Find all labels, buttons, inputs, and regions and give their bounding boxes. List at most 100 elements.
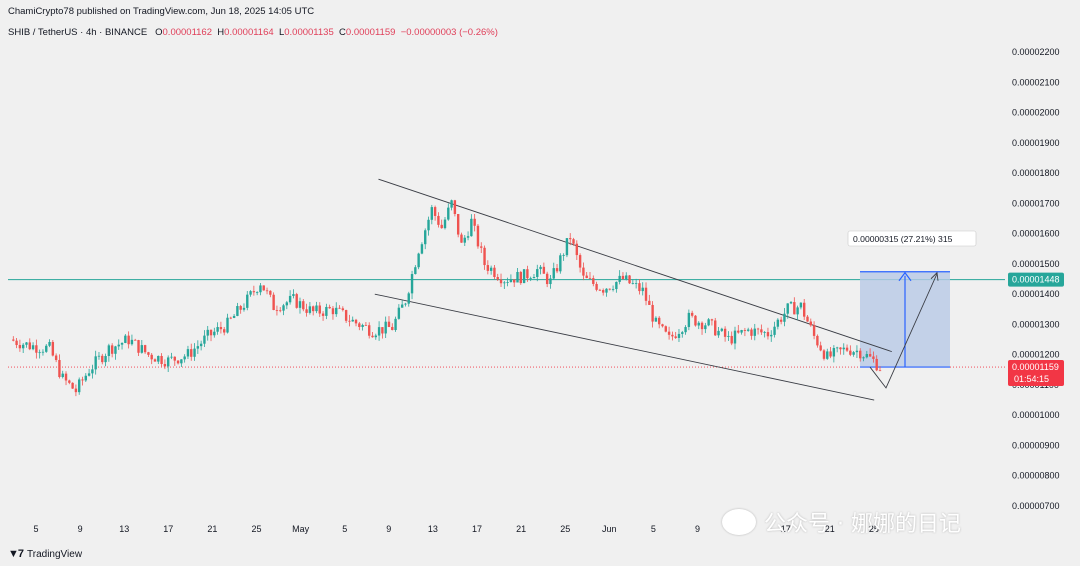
candle-body — [430, 207, 434, 220]
candle-body — [275, 310, 279, 311]
x-tick-label: 25 — [869, 524, 879, 534]
candle-body — [720, 328, 724, 331]
candle-body — [130, 339, 134, 345]
candle-body — [710, 319, 714, 321]
candle-body — [407, 293, 410, 304]
candle-body — [878, 370, 882, 372]
candle-body — [335, 307, 338, 315]
candle-body — [793, 302, 796, 315]
candle-body — [153, 359, 157, 362]
candle-body — [265, 290, 269, 292]
candle-body — [331, 308, 335, 315]
candle-body — [443, 219, 447, 229]
candle-body — [503, 282, 506, 284]
x-tick-label: Jun — [602, 524, 617, 534]
brand-label: TradingView — [27, 548, 83, 560]
candle-body — [575, 243, 579, 256]
candle-body — [545, 273, 549, 285]
candle-body — [302, 301, 305, 310]
candle-body — [572, 239, 575, 244]
candle-body — [308, 306, 312, 313]
y-tick-label: 0.00001600 — [1012, 229, 1060, 239]
projection-path-arrowhead — [930, 271, 939, 281]
candle-body — [529, 278, 532, 279]
candle-body — [588, 277, 592, 279]
lower-trendline — [374, 293, 875, 401]
candle-body — [555, 268, 559, 272]
candle-body — [226, 317, 229, 333]
y-tick-label: 0.00002200 — [1012, 47, 1060, 57]
candle-body — [578, 255, 582, 268]
x-tick-label: 17 — [163, 524, 173, 534]
candle-body — [157, 355, 160, 362]
candle-body — [868, 354, 872, 357]
candle-body — [120, 342, 124, 345]
high-label: H — [217, 27, 225, 38]
candle-body — [615, 281, 618, 290]
candle-body — [94, 356, 97, 370]
candle-body — [31, 345, 35, 350]
candle-body — [110, 345, 114, 354]
candle-body — [536, 269, 539, 277]
candle-body — [341, 308, 345, 311]
candle-body — [28, 342, 31, 350]
x-tick-label: 9 — [78, 524, 83, 534]
candle-body — [387, 321, 391, 327]
open-label: O — [155, 27, 163, 38]
candle-body — [414, 267, 417, 275]
candle-body — [648, 300, 651, 305]
candle-body — [216, 327, 219, 332]
candle-body — [420, 244, 424, 254]
y-tick-label: 0.00001200 — [1012, 350, 1060, 360]
y-tick-label: 0.00000800 — [1012, 471, 1060, 481]
candle-body — [84, 375, 87, 381]
candle-body — [292, 294, 295, 296]
x-tick-label: 13 — [119, 524, 129, 534]
y-tick-label: 0.00002100 — [1012, 77, 1060, 87]
candle-body — [255, 292, 259, 294]
candle-body — [746, 329, 750, 331]
candle-body — [625, 275, 628, 279]
candle-body — [875, 358, 878, 371]
y-tick-label: 0.00002000 — [1012, 108, 1060, 118]
candle-body — [489, 267, 493, 271]
candle-body — [681, 332, 684, 334]
range-arrow-head — [898, 271, 912, 282]
candle-body — [499, 279, 503, 284]
candle-body — [694, 315, 697, 326]
candle-body — [773, 326, 776, 335]
candle-body — [559, 255, 562, 272]
candle-body — [35, 345, 38, 353]
symbol-label: SHIB / TetherUS · 4h · BINANCE — [8, 27, 148, 38]
candle-body — [285, 302, 289, 306]
candle-body — [74, 388, 78, 393]
candle-body — [71, 382, 74, 389]
candle-body — [513, 279, 516, 283]
candle-body — [427, 219, 430, 231]
candle-body — [611, 289, 615, 290]
candle-body — [199, 343, 203, 347]
candle-body — [404, 303, 407, 305]
candle-body — [64, 373, 68, 381]
y-tick-label: 0.00001700 — [1012, 198, 1060, 208]
candle-body — [437, 215, 440, 225]
candle-body — [68, 380, 71, 383]
candle-body — [730, 335, 733, 344]
candle-body — [845, 347, 849, 351]
candle-body — [671, 334, 674, 337]
candle-body — [453, 200, 457, 214]
candle-body — [91, 369, 94, 374]
candle-body — [674, 336, 677, 338]
level-price-tag — [1008, 272, 1064, 287]
candle-body — [727, 335, 730, 337]
candle-body — [539, 266, 542, 270]
tradingview-logo[interactable]: ▼7 TradingView — [8, 548, 82, 560]
candle-body — [163, 364, 167, 367]
candle-body — [328, 306, 331, 309]
candle-body — [259, 285, 262, 293]
candle-body — [417, 253, 420, 268]
candle-body — [654, 317, 658, 322]
candle-body — [618, 275, 621, 282]
candle-body — [463, 237, 466, 243]
